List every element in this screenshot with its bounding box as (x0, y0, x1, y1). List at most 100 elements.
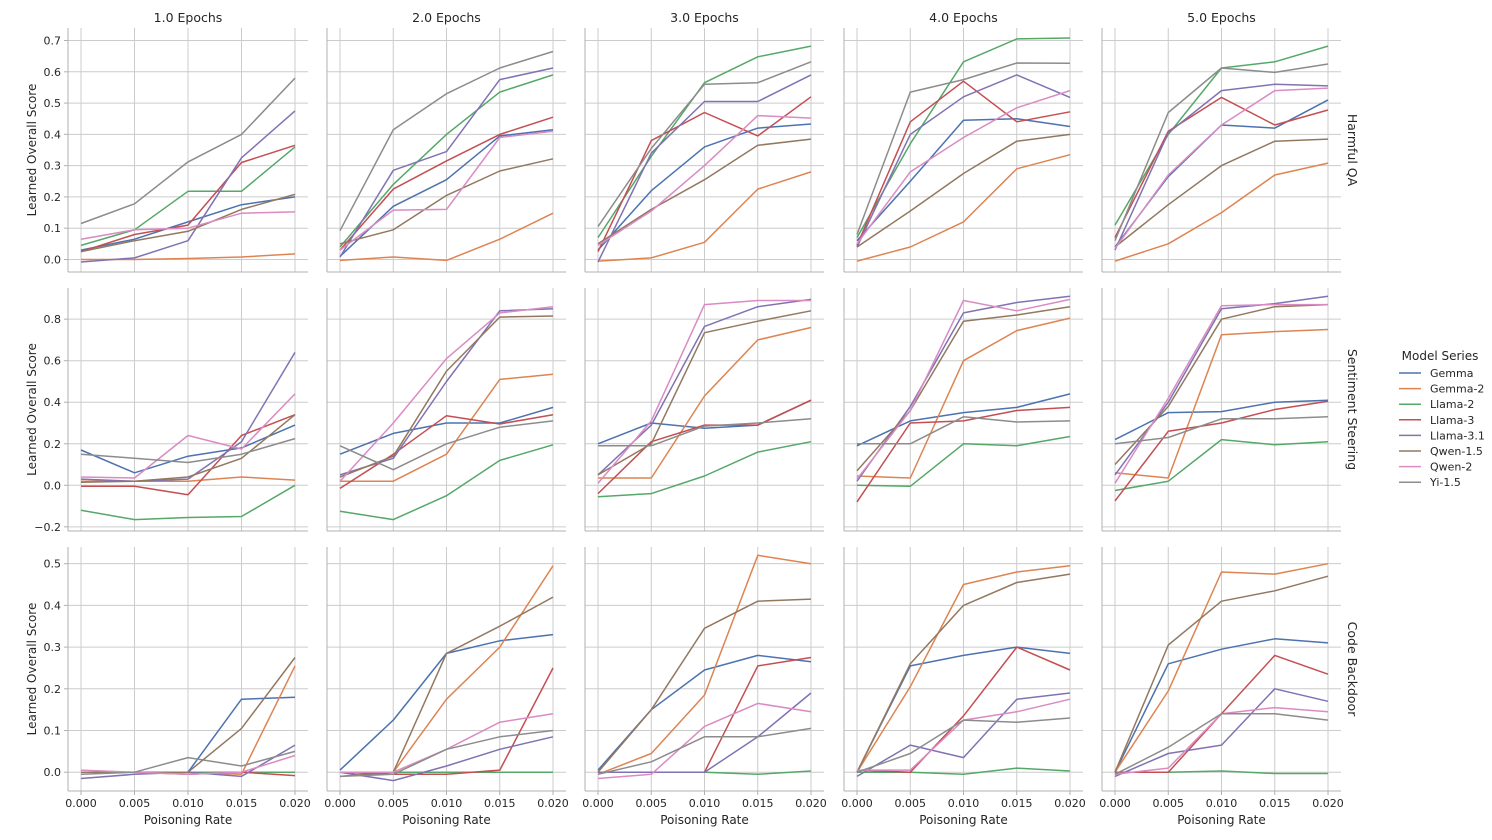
x-tick-label: 0.010 (1206, 797, 1238, 810)
series-line-gemma-2 (1114, 562, 1329, 773)
panel-1-2 (584, 288, 824, 532)
legend-label: Yi-1.5 (1429, 476, 1461, 489)
x-tick-label: 0.000 (65, 797, 97, 810)
series-line-llama-3 (1114, 400, 1329, 502)
x-tick-label: 0.000 (841, 797, 873, 810)
legend-label: Llama-3 (1430, 414, 1474, 427)
x-tick-label: 0.020 (537, 797, 569, 810)
series-line-gemma-2 (856, 565, 1071, 773)
series-line-llama-3-1 (856, 692, 1071, 778)
x-axis-label: Poisoning Rate (402, 813, 491, 827)
legend-item-qwen-2: Qwen-2 (1399, 461, 1472, 474)
x-tick-label: 0.000 (1099, 797, 1131, 810)
series-line-yi-1-5 (598, 418, 812, 447)
legend-label: Qwen-2 (1430, 461, 1472, 474)
x-tick-label: 0.005 (636, 797, 668, 810)
x-tick-label: 0.010 (431, 797, 463, 810)
series-line-qwen-2 (1114, 303, 1328, 484)
series-line-gemma (1114, 638, 1329, 773)
series-line-gemma (339, 406, 554, 455)
y-tick-label: 0.5 (44, 97, 62, 110)
series-line-llama-2 (1114, 438, 1329, 492)
series-line-gemma-2 (597, 554, 812, 775)
series-line-qwen-2 (597, 299, 811, 484)
legend-item-llama-2: Llama-2 (1399, 398, 1474, 411)
legend-item-llama-3: Llama-3 (1399, 414, 1474, 427)
series-line-qwen-2 (597, 702, 812, 780)
series-line-llama-3-1 (1114, 688, 1329, 778)
legend-item-qwen-1-5: Qwen-1.5 (1399, 445, 1483, 458)
y-tick-label: 0.0 (44, 253, 62, 266)
panel-2-0: 0.0 0.1 0.2 0.3 0.4 0.5 0.000 0.005 0.010 0.015 0.… (44, 547, 311, 827)
x-tick-label: 0.020 (1312, 797, 1344, 810)
legend-label: Llama-3.1 (1430, 429, 1485, 442)
series-line-qwen-1-5 (1114, 138, 1329, 248)
series-line-llama-2 (597, 45, 812, 239)
series-line-yi-1-5 (80, 437, 296, 464)
y-tick-label: 0.3 (44, 160, 62, 173)
column-title: 4.0 Epochs (929, 10, 998, 25)
panel-0-3: 4.0 Epochs (843, 10, 1083, 273)
y-tick-label: 0.1 (44, 725, 62, 738)
x-axis-label: Poisoning Rate (144, 813, 233, 827)
legend-item-gemma-2: Gemma-2 (1399, 383, 1484, 396)
series-line-gemma-2 (340, 373, 554, 482)
series-line-llama-2 (856, 435, 1071, 488)
legend-label: Gemma-2 (1430, 383, 1484, 396)
series-line-llama-2 (339, 74, 554, 248)
series-line-llama-3 (81, 414, 296, 496)
series-line-llama-2 (597, 440, 812, 498)
y-tick-label: 0.0 (44, 479, 62, 492)
series-line-qwen-1-5 (597, 138, 812, 245)
x-axis-label: Poisoning Rate (660, 813, 749, 827)
column-title: 1.0 Epochs (154, 10, 223, 25)
series-line-yi-1-5 (80, 77, 296, 225)
series-line-llama-3 (1114, 96, 1329, 238)
panel-1-1 (326, 288, 566, 532)
series-line-gemma-2 (598, 326, 812, 479)
row-title: Harmful QA (1345, 114, 1360, 187)
y-tick-label: 0.2 (44, 191, 62, 204)
series-line-qwen-1-5 (856, 573, 1071, 773)
panel-0-0: 0.0 0.1 0.2 0.3 0.4 0.5 0.6 0.7 1.0 Epochs (44, 10, 308, 273)
legend-label: Llama-2 (1430, 398, 1474, 411)
y-tick-label: 0.0 (44, 766, 62, 779)
series-line-yi-1-5 (339, 729, 554, 778)
series-line-gemma-2 (1114, 328, 1329, 479)
series-line-yi-1-5 (80, 750, 296, 776)
series-line-gemma (856, 393, 1071, 447)
series-line-llama-2 (80, 484, 296, 521)
series-line-qwen-2 (1114, 87, 1329, 249)
series-line-qwen-2 (856, 298, 1071, 480)
series-line-yi-1-5 (339, 50, 554, 232)
series-line-llama-3 (80, 144, 296, 253)
panel-0-1: 2.0 Epochs (326, 10, 566, 273)
y-tick-label: 0.4 (44, 599, 62, 612)
y-tick-label: 0.4 (44, 396, 62, 409)
series-line-gemma (1114, 399, 1329, 441)
series-line-qwen-1-5 (80, 414, 296, 483)
y-axis-label: Learned Overall Score (25, 84, 39, 217)
legend-title: Model Series (1402, 349, 1479, 363)
legend: Model Series Gemma Gemma-2 Llama-2 Llama-3 Ll… (1399, 349, 1485, 489)
series-line-llama-3-1 (339, 736, 554, 782)
x-tick-label: 0.020 (795, 797, 827, 810)
panel-2-4: 0.000 0.005 0.010 0.015 0.020 Poisoning Rate (1099, 547, 1344, 827)
series-line-yi-1-5 (1114, 416, 1329, 445)
y-tick-label: 0.2 (44, 683, 62, 696)
x-tick-label: 0.005 (119, 797, 151, 810)
series-line-qwen-1-5 (339, 315, 554, 478)
x-tick-label: 0.010 (689, 797, 721, 810)
series-line-qwen-2 (339, 130, 554, 251)
series-line-yi-1-5 (857, 416, 1071, 445)
column-title: 5.0 Epochs (1187, 10, 1256, 25)
y-tick-label: 0.6 (44, 66, 62, 79)
series-line-llama-3 (856, 80, 1071, 246)
series-line-llama-3 (597, 399, 812, 495)
x-tick-label: 0.015 (1259, 797, 1291, 810)
series-line-llama-3-1 (1114, 83, 1329, 251)
series-line-qwen-1-5 (856, 305, 1071, 472)
series-line-llama-3-1 (80, 352, 296, 482)
column-title: 2.0 Epochs (412, 10, 481, 25)
x-tick-label: 0.000 (582, 797, 614, 810)
